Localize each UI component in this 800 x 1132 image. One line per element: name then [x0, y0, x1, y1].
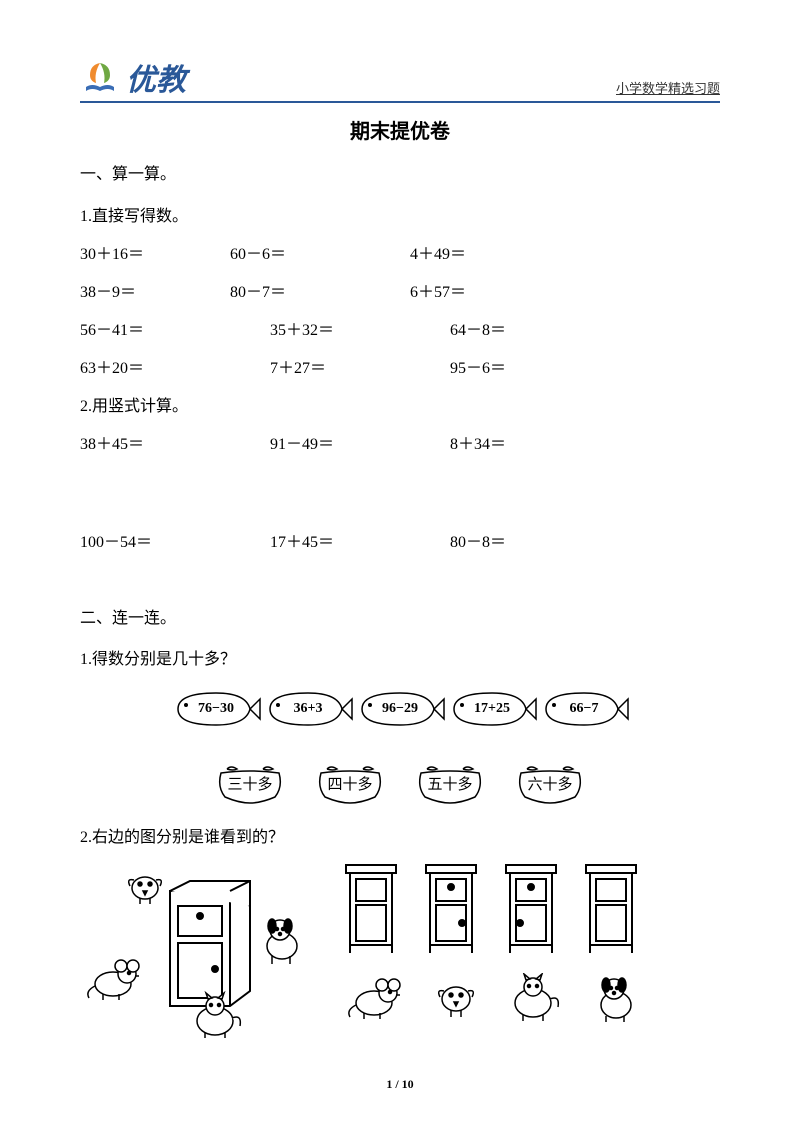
cabinets-row [340, 861, 720, 955]
mouse-icon [348, 973, 404, 1023]
eq: 4＋49＝ [410, 240, 610, 264]
logo-icon [80, 57, 120, 97]
pot-item: 三十多 [207, 761, 293, 805]
eq: 38－9＝ [80, 278, 230, 302]
section2-sub2: 2.右边的图分别是谁看到的？ [80, 823, 720, 847]
fish-row: 76−30 36+3 96−29 17+25 66−7 [80, 687, 720, 731]
cat-icon [508, 973, 562, 1023]
pot-label: 三十多 [227, 773, 272, 794]
section2-sub1: 1.得数分别是几十多？ [80, 645, 720, 669]
pot-label: 四十多 [327, 773, 372, 794]
header-subtitle: 小学数学精选习题 [616, 78, 720, 99]
eq: 30＋16＝ [80, 240, 230, 264]
page-header: 优教 小学数学精选习题 [80, 55, 720, 103]
cabinet-view-icon [500, 861, 562, 955]
eq: 35＋32＝ [270, 316, 450, 340]
eq: 17＋45＝ [270, 528, 450, 552]
eq: 38＋45＝ [80, 430, 270, 454]
direct-row: 63＋20＝ 7＋27＝ 95－6＝ [80, 354, 720, 378]
section2-heading: 二、连一连。 [80, 606, 720, 632]
pot-item: 五十多 [407, 761, 493, 805]
brand-name: 优教 [126, 55, 186, 99]
fish-item: 36+3 [262, 687, 354, 731]
fish-label: 36+3 [294, 701, 323, 717]
eq: 56－41＝ [80, 316, 270, 340]
cabinet-view-icon [340, 861, 402, 955]
fish-item: 17+25 [446, 687, 538, 731]
fish-label: 66−7 [570, 701, 599, 717]
scene-area [80, 861, 720, 1041]
direct-row: 56－41＝ 35＋32＝ 64－8＝ [80, 316, 720, 340]
fish-label: 96−29 [382, 701, 418, 717]
eq: 7＋27＝ [270, 354, 450, 378]
eq: 60－6＝ [230, 240, 410, 264]
logo-area: 优教 [80, 55, 186, 99]
eq: 91－49＝ [270, 430, 450, 454]
dog-icon [592, 973, 640, 1023]
pot-item: 四十多 [307, 761, 393, 805]
eq: 100－54＝ [80, 528, 270, 552]
bird-icon [434, 973, 478, 1023]
direct-row: 30＋16＝ 60－6＝ 4＋49＝ [80, 240, 720, 264]
pot-item: 六十多 [507, 761, 593, 805]
scene-left [80, 861, 310, 1041]
animals-row [340, 973, 720, 1023]
fish-item: 76−30 [170, 687, 262, 731]
fish-item: 96−29 [354, 687, 446, 731]
cabinet-view-icon [420, 861, 482, 955]
fish-item: 66−7 [538, 687, 630, 731]
fish-label: 76−30 [198, 701, 234, 717]
page-title: 期末提优卷 [80, 115, 720, 144]
section1-heading: 一、算一算。 [80, 162, 720, 188]
eq: 80－7＝ [230, 278, 410, 302]
eq: 95－6＝ [450, 354, 650, 378]
pot-label: 六十多 [527, 773, 572, 794]
fish-label: 17+25 [474, 701, 510, 717]
vertical-row: 100－54＝ 17＋45＝ 80－8＝ [80, 528, 720, 552]
pot-label: 五十多 [427, 773, 472, 794]
scene-right [340, 861, 720, 1041]
eq: 6＋57＝ [410, 278, 610, 302]
pot-row: 三十多 四十多 五十多 六十多 [80, 761, 720, 805]
eq: 63＋20＝ [80, 354, 270, 378]
vertical-row: 38＋45＝ 91－49＝ 8＋34＝ [80, 430, 720, 454]
page-number: 1 / 10 [0, 1077, 800, 1092]
direct-row: 38－9＝ 80－7＝ 6＋57＝ [80, 278, 720, 302]
section1-sub1: 1.直接写得数。 [80, 202, 720, 226]
eq: 80－8＝ [450, 528, 650, 552]
eq: 64－8＝ [450, 316, 650, 340]
eq: 8＋34＝ [450, 430, 650, 454]
cabinet-view-icon [580, 861, 642, 955]
section1-sub2: 2.用竖式计算。 [80, 392, 720, 416]
